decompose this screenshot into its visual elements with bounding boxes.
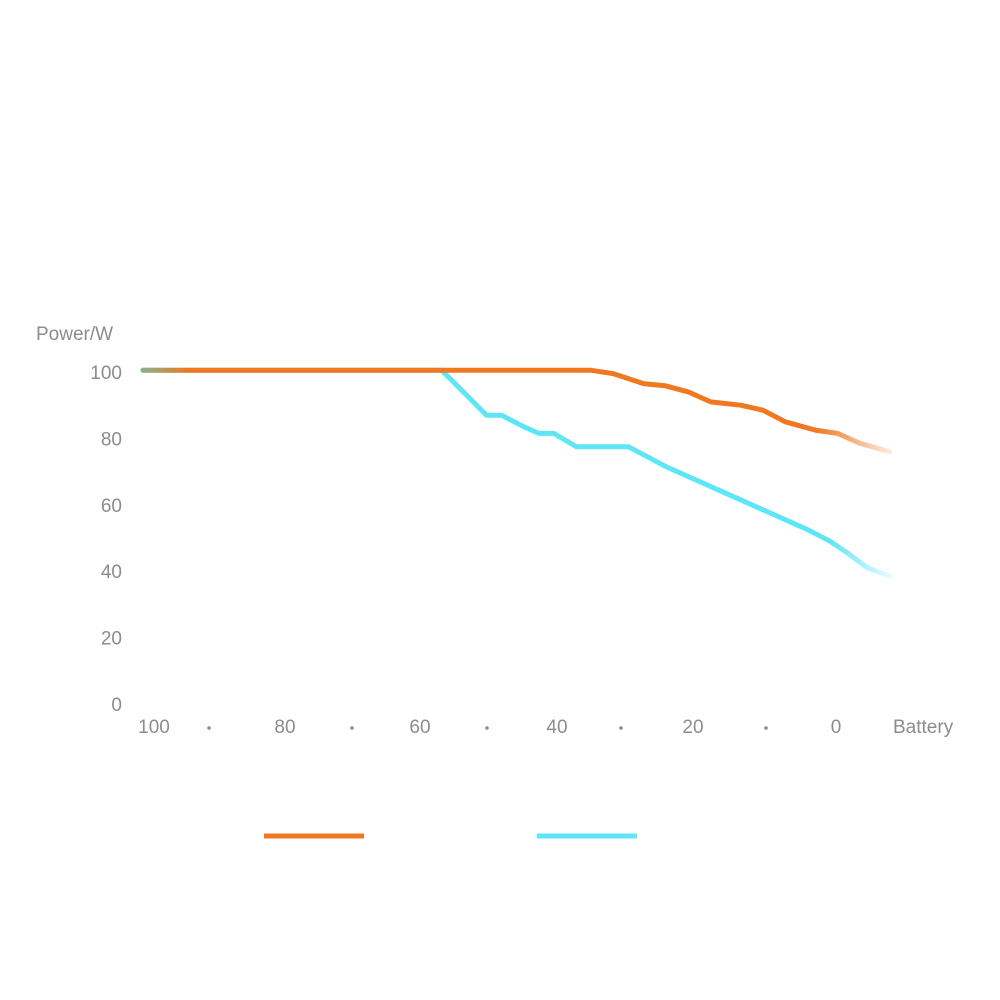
x-tick-label: 80: [274, 717, 295, 738]
x-minor-tick-dot: [207, 726, 211, 730]
y-tick-label: 100: [90, 363, 122, 384]
x-minor-tick-dot: [764, 726, 768, 730]
y-tick-label: 80: [101, 429, 122, 450]
y-tick-label: 0: [111, 695, 122, 716]
x-tick-labels: 100 80 60 40 20 0: [138, 717, 841, 738]
y-axis-title: Power/W: [36, 324, 113, 345]
series-line-1: [140, 367, 893, 455]
x-tick-label: 100: [138, 717, 170, 738]
x-axis-title: Battery: [893, 717, 954, 738]
x-tick-label: 40: [546, 717, 567, 738]
y-tick-label: 60: [101, 496, 122, 517]
x-minor-tick-dots: [207, 726, 768, 730]
y-tick-label: 20: [101, 629, 122, 650]
series-lines: [140, 367, 893, 579]
x-tick-label: 20: [682, 717, 703, 738]
x-minor-tick-dot: [619, 726, 623, 730]
series-line-2: [140, 367, 893, 579]
x-tick-label: 60: [409, 717, 430, 738]
y-tick-labels: 100 80 60 40 20 0: [90, 363, 122, 716]
x-tick-label: 0: [831, 717, 842, 738]
x-minor-tick-dot: [485, 726, 489, 730]
x-minor-tick-dot: [350, 726, 354, 730]
y-tick-label: 40: [101, 562, 122, 583]
